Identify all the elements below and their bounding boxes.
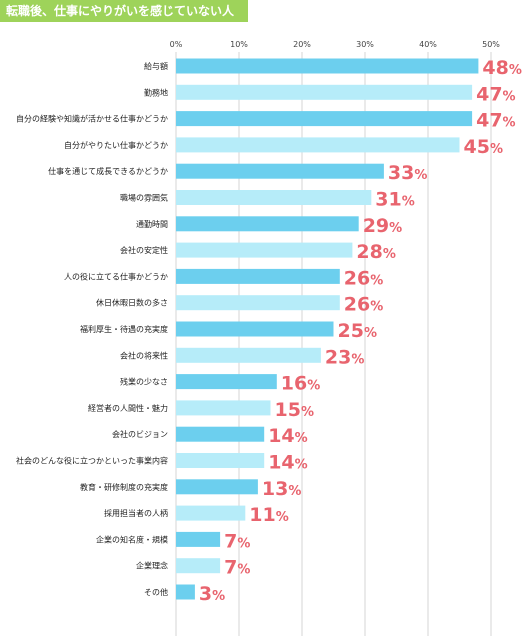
bar	[176, 426, 265, 442]
data-label: 28%	[356, 241, 395, 263]
bar	[176, 268, 340, 284]
chart-title: 転職後、仕事にやりがいを感じていない人	[0, 0, 249, 22]
x-tick-label: 10%	[230, 40, 248, 49]
category-label: 会社の安定性	[120, 245, 168, 255]
bar	[176, 321, 334, 337]
category-label: 勤務地	[144, 87, 168, 97]
x-tick-label: 0%	[170, 40, 183, 49]
data-label: 7%	[224, 530, 250, 552]
category-label: その他	[144, 587, 168, 597]
category-label: 教育・研修制度の充実度	[80, 482, 168, 492]
category-label: 会社の将来性	[120, 350, 168, 360]
data-label: 16%	[281, 373, 320, 395]
data-label: 23%	[325, 346, 364, 368]
bar	[176, 584, 195, 600]
category-label: 会社のビジョン	[112, 429, 168, 439]
data-label: 26%	[344, 294, 383, 316]
bar	[176, 400, 271, 416]
category-label: 職場の雰囲気	[120, 193, 168, 203]
bar	[176, 84, 473, 100]
category-label: 企業の知名度・規模	[96, 534, 168, 544]
category-label: 経営者の人間性・魅力	[88, 403, 168, 413]
bar	[176, 58, 479, 74]
data-label: 33%	[388, 162, 427, 184]
category-label: 人の役に立てる仕事かどうか	[64, 271, 168, 281]
category-label: 企業理念	[136, 561, 168, 571]
data-label: 15%	[275, 399, 314, 421]
data-label: 7%	[224, 557, 250, 579]
data-label: 14%	[268, 425, 307, 447]
category-label: 福利厚生・待遇の充実度	[80, 324, 168, 334]
bar	[176, 558, 221, 574]
category-label: 自分の経験や知識が活かせる仕事かどうか	[16, 114, 168, 124]
bar	[176, 111, 473, 127]
x-tick-label: 50%	[482, 40, 500, 49]
data-label: 26%	[344, 267, 383, 289]
category-label: 仕事を通じて成長できるかどうか	[48, 166, 168, 176]
data-label: 25%	[338, 320, 377, 342]
category-label: 通勤時間	[136, 219, 168, 229]
x-tick-label: 30%	[356, 40, 374, 49]
bar	[176, 453, 265, 468]
bar	[176, 374, 277, 390]
category-label: 採用担当者の人柄	[104, 508, 168, 518]
bar	[176, 137, 460, 153]
bar	[176, 216, 359, 232]
bar	[176, 242, 353, 258]
x-tick-label: 40%	[419, 40, 437, 49]
category-label: 社会のどんな役に立つかといった事業内容	[16, 456, 168, 466]
bar	[176, 163, 384, 179]
data-label: 47%	[476, 110, 515, 132]
data-label: 29%	[363, 215, 402, 237]
bar	[176, 531, 221, 547]
category-label: 休日休暇日数の多さ	[96, 298, 168, 308]
bar	[176, 295, 340, 311]
bar	[176, 505, 246, 521]
data-label: 47%	[476, 83, 515, 105]
x-tick-label: 20%	[293, 40, 311, 49]
data-label: 31%	[375, 189, 414, 211]
bar	[176, 190, 372, 205]
data-label: 45%	[464, 136, 503, 158]
bar	[176, 347, 321, 363]
category-label: 自分がやりたい仕事かどうか	[64, 140, 168, 150]
data-label: 3%	[199, 583, 225, 605]
data-label: 14%	[268, 452, 307, 474]
bar	[176, 479, 258, 495]
data-label: 11%	[249, 504, 288, 526]
data-label: 13%	[262, 478, 301, 500]
data-label: 48%	[482, 57, 521, 79]
category-label: 給与額	[144, 61, 168, 71]
category-label: 残業の少なさ	[120, 377, 168, 387]
